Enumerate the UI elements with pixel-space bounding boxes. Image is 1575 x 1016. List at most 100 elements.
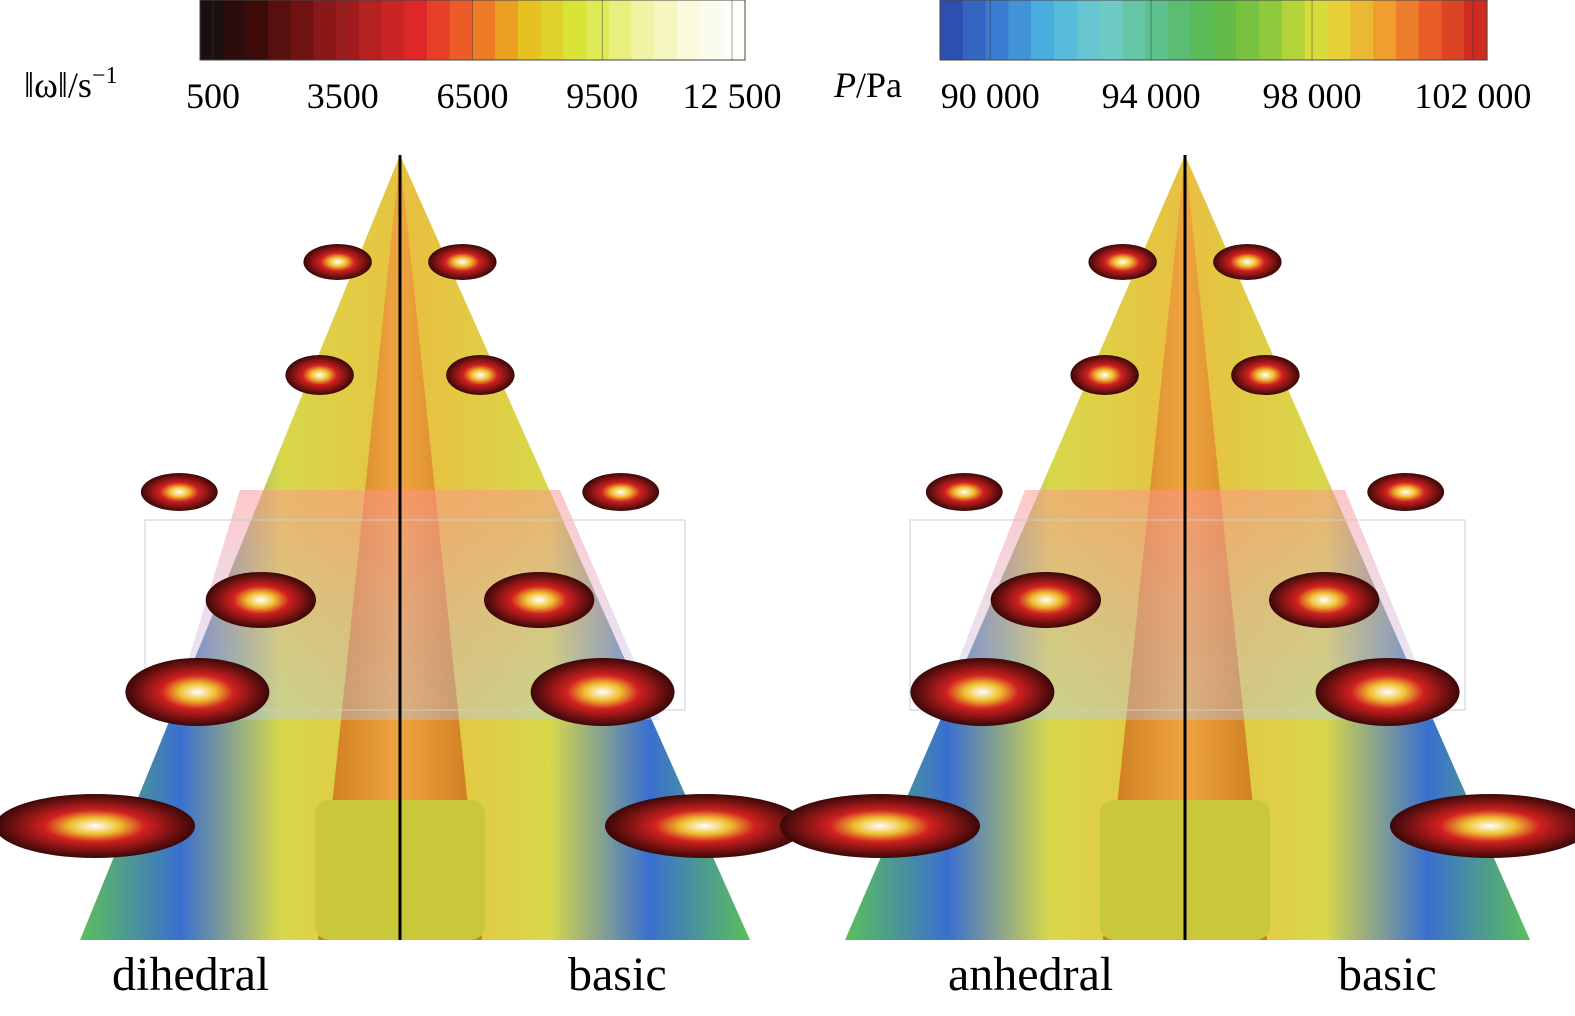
colorbar-band <box>1053 0 1078 60</box>
colorbar-band <box>427 0 451 60</box>
side-plane <box>909 519 1466 711</box>
colorbar-band <box>313 0 337 60</box>
colorbar-band <box>940 0 964 60</box>
panel <box>0 155 805 940</box>
colorbar-band <box>985 0 1009 60</box>
colorbar-band <box>517 0 542 60</box>
colorbar-band <box>336 0 360 60</box>
colorbar-band <box>1008 0 1032 60</box>
colorbar-tick-label: 3500 <box>307 76 379 116</box>
vortex <box>605 794 805 858</box>
vortex <box>990 572 1102 628</box>
colorbar-band <box>1259 0 1283 60</box>
colorbar-band <box>1281 0 1306 60</box>
colorbar-tick-label: 9500 <box>566 76 638 116</box>
colorbar-band <box>449 0 474 60</box>
vortex <box>428 244 497 280</box>
vortex <box>780 794 980 858</box>
colorbar-tick-label: 90 000 <box>941 76 1040 116</box>
colorbar-band <box>358 0 383 60</box>
colorbar-band <box>472 0 496 60</box>
colorbar-tick-label: 102 000 <box>1414 76 1531 116</box>
colorbar-band <box>962 0 987 60</box>
colorbar-band <box>381 0 405 60</box>
colorbar-tick-label: 6500 <box>437 76 509 116</box>
vortex <box>0 794 195 858</box>
vortex <box>1315 658 1460 726</box>
vortex <box>303 244 372 280</box>
side-plane <box>144 519 686 711</box>
colorbar-band <box>586 0 610 60</box>
vortex <box>910 658 1055 726</box>
colorbar-band <box>563 0 587 60</box>
vortex <box>1088 244 1157 280</box>
vortex <box>1367 473 1445 511</box>
panel-label: anhedral <box>948 948 1113 1001</box>
colorbar-band <box>1167 0 1192 60</box>
colorbar-band <box>495 0 519 60</box>
vortex <box>446 355 515 395</box>
colorbar-band <box>1350 0 1374 60</box>
colorbar-band <box>1304 0 1329 60</box>
colorbar-band <box>200 0 224 60</box>
pressure-colorbar: P/Pa 90 000 94 000 98 000 102 000 <box>833 0 1531 116</box>
colorbar-band <box>631 0 655 60</box>
label-unit: /Pa <box>856 65 902 105</box>
colorbar-label: P/Pa <box>833 65 902 105</box>
colorbar-band <box>1373 0 1397 60</box>
vortex <box>1070 355 1139 395</box>
colorbar-band <box>699 0 723 60</box>
vortex <box>285 355 354 395</box>
colorbar-band <box>540 0 564 60</box>
vorticity-colorbar: ‖ω‖/s−1 500 3500 6500 9500 12 500 <box>24 0 782 116</box>
colorbar-tick-label: 500 <box>186 76 240 116</box>
colorbar-band <box>722 0 746 60</box>
colorbar-band <box>1145 0 1169 60</box>
colorbar-tick-label: 94 000 <box>1102 76 1201 116</box>
vortex <box>1213 244 1282 280</box>
colorbar-band <box>268 0 292 60</box>
colorbar-band <box>1099 0 1123 60</box>
colorbar-band <box>1418 0 1443 60</box>
colorbar-band <box>1031 0 1055 60</box>
colorbar-tick-label: 12 500 <box>683 76 782 116</box>
vortex <box>140 473 218 511</box>
veil <box>935 490 1440 720</box>
vortex <box>582 473 660 511</box>
colorbar-band <box>404 0 428 60</box>
vortex <box>483 572 595 628</box>
colorbar-band <box>1327 0 1351 60</box>
colorbar-frame <box>939 0 1488 61</box>
label-exponent: −1 <box>92 63 118 89</box>
vortex <box>925 473 1003 511</box>
colorbar-band <box>222 0 247 60</box>
vortex <box>1390 794 1575 858</box>
colorbar-band <box>1441 0 1465 60</box>
vortex <box>205 572 317 628</box>
vortex <box>1231 355 1300 395</box>
veil <box>170 490 660 720</box>
colorbar-label: ‖ω‖/s−1 <box>24 63 117 105</box>
colorbar-band <box>1395 0 1420 60</box>
vortex <box>1268 572 1380 628</box>
panel-label: dihedral <box>112 948 269 1001</box>
colorbar-band <box>1076 0 1101 60</box>
colorbar-band <box>676 0 701 60</box>
panel-label: basic <box>568 948 667 1001</box>
colorbar-band <box>290 0 315 60</box>
panel <box>780 155 1575 940</box>
colorbar-band <box>1236 0 1260 60</box>
colorbar-band <box>1464 0 1488 60</box>
vortex <box>530 658 675 726</box>
colorbar-band <box>1213 0 1237 60</box>
colorbar-band <box>1122 0 1146 60</box>
vortex <box>125 658 270 726</box>
colorbar-tick-label: 98 000 <box>1263 76 1362 116</box>
label-symbol: P <box>833 65 856 105</box>
colorbar-band <box>245 0 269 60</box>
colorbar-band <box>1190 0 1215 60</box>
panel-label: basic <box>1338 948 1437 1001</box>
label-text: ‖ω‖/s <box>24 65 92 105</box>
colorbar-band <box>608 0 633 60</box>
